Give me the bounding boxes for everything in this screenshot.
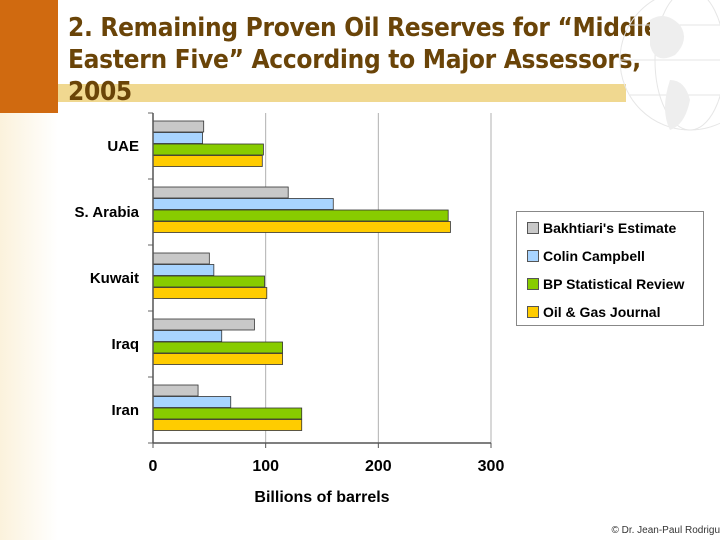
- bar: [152, 275, 265, 288]
- bar: [152, 396, 232, 408]
- chart-legend: Bakhtiari's Estimate Colin Campbell BP S…: [516, 211, 704, 326]
- bar: [152, 287, 268, 299]
- category-label: S. Arabia: [75, 204, 140, 221]
- legend-label: BP Statistical Review: [543, 276, 685, 292]
- x-axis-label: Billions of barrels: [254, 489, 389, 506]
- legend-swatch: [527, 222, 539, 234]
- category-label: Iran: [111, 402, 139, 419]
- slide-title: 2. Remaining Proven Oil Reserves for “Mi…: [68, 13, 660, 107]
- accent-bar-top: [0, 0, 58, 113]
- category-label: Iraq: [111, 336, 139, 353]
- legend-swatch: [527, 306, 539, 318]
- bar: [152, 186, 289, 199]
- category-label: UAE: [107, 138, 139, 155]
- bar: [152, 198, 334, 210]
- bar: [152, 155, 263, 167]
- legend-swatch: [527, 278, 539, 290]
- bar: [152, 384, 199, 397]
- bar: [152, 132, 203, 144]
- x-tick-label: 0: [149, 458, 158, 475]
- legend-label: Oil & Gas Journal: [543, 304, 661, 320]
- legend-entry: Colin Campbell: [527, 248, 645, 264]
- x-tick-label: 100: [252, 458, 279, 475]
- x-tick-label: 200: [365, 458, 392, 475]
- legend-label: Bakhtiari's Estimate: [543, 220, 677, 236]
- bar: [152, 407, 303, 420]
- title-rule: [58, 84, 626, 102]
- bar: [152, 353, 283, 365]
- legend-entry: Oil & Gas Journal: [527, 304, 660, 320]
- accent-bar-bottom: [0, 113, 58, 540]
- legend-entry: Bakhtiari's Estimate: [527, 220, 676, 236]
- category-label: Kuwait: [90, 270, 139, 287]
- bar: [152, 120, 205, 133]
- legend-entry: BP Statistical Review: [527, 276, 684, 292]
- legend-label: Colin Campbell: [543, 248, 645, 264]
- bar: [152, 330, 223, 342]
- bar: [152, 318, 255, 331]
- x-tick-label: 300: [478, 458, 505, 475]
- globe-watermark-icon: [619, 0, 720, 131]
- legend-swatch: [527, 250, 539, 262]
- bar: [152, 221, 451, 233]
- bar: [152, 264, 215, 276]
- bar: [152, 419, 303, 431]
- copyright-credit: © Dr. Jean-Paul Rodrigu: [611, 525, 720, 536]
- bar: [152, 341, 283, 354]
- bar: [152, 252, 210, 265]
- bar: [152, 143, 264, 156]
- bar: [152, 209, 449, 222]
